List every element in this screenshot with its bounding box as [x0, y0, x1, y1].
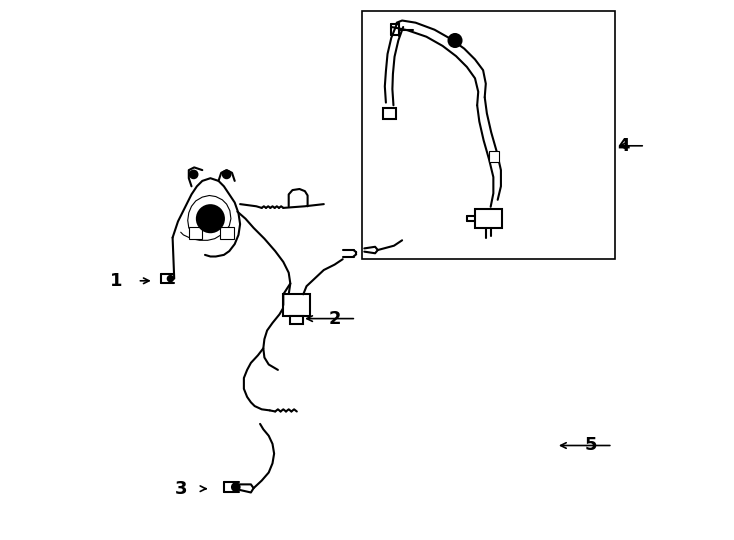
Text: 5: 5 [585, 436, 597, 455]
Circle shape [448, 34, 462, 47]
Bar [291, 316, 303, 324]
Bar [382, 108, 396, 119]
Text: 1: 1 [109, 272, 122, 290]
Bar [189, 227, 203, 239]
Circle shape [190, 171, 197, 178]
Bar [475, 209, 502, 228]
Text: 4: 4 [617, 137, 630, 155]
Bar [220, 227, 233, 239]
Bar [283, 294, 310, 316]
Circle shape [205, 213, 216, 224]
Circle shape [197, 205, 224, 232]
Bar [362, 11, 615, 259]
Circle shape [232, 483, 239, 491]
Text: 3: 3 [175, 480, 187, 498]
Bar [489, 151, 499, 162]
Circle shape [168, 276, 173, 281]
Circle shape [223, 171, 230, 178]
Text: 2: 2 [328, 309, 341, 328]
